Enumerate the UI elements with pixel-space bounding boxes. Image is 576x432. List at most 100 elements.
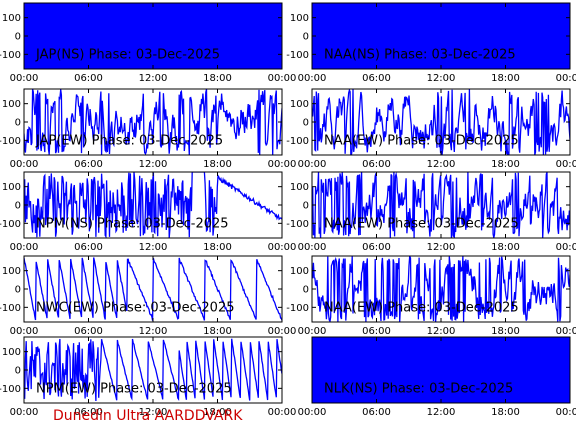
x-tick-label: 00:00: [556, 407, 576, 418]
y-tick-label: 0: [15, 366, 21, 377]
y-tick-label: 0: [303, 201, 309, 212]
x-tick-label: 12:00: [139, 159, 168, 170]
x-tick-label: 00:00: [298, 326, 327, 337]
y-tick-label: -100: [0, 136, 21, 147]
x-tick-label: 00:00: [268, 242, 297, 253]
x-tick-label: 12:00: [139, 407, 168, 418]
x-tick-label: 18:00: [203, 73, 232, 84]
x-tick-label: 00:00: [10, 73, 39, 84]
y-tick-label: -100: [0, 303, 21, 314]
phase-panel: 00:00 06:00 12:00 18:00 00:00 100 0 -100 JAP(EW)…: [0, 88, 296, 170]
x-tick-label: 00:00: [556, 242, 576, 253]
x-tick-label: 12:00: [427, 242, 456, 253]
x-tick-label: 00:00: [10, 242, 39, 253]
panel-title: NAA(EW) Phase: 03-Dec-2025: [324, 133, 519, 148]
y-tick-label: -100: [0, 50, 21, 61]
y-tick-label: 100: [290, 99, 309, 110]
y-tick-label: 0: [15, 118, 21, 129]
x-tick-label: 00:00: [556, 73, 576, 84]
x-tick-label: 06:00: [362, 407, 391, 418]
x-tick-label: 06:00: [74, 326, 103, 337]
y-tick-label: 100: [290, 266, 309, 277]
x-tick-label: 00:00: [556, 159, 576, 170]
x-tick-label: 00:00: [268, 407, 297, 418]
x-tick-label: 18:00: [491, 326, 520, 337]
y-tick-label: -100: [0, 384, 21, 395]
y-tick-label: 100: [2, 13, 21, 24]
x-tick-label: 18:00: [491, 159, 520, 170]
x-tick-label: 06:00: [74, 73, 103, 84]
phase-panel: 00:00 06:00 12:00 18:00 00:00 100 0 -100 NAA(EW)…: [286, 171, 576, 253]
y-tick-label: 100: [2, 266, 21, 277]
x-tick-label: 18:00: [491, 242, 520, 253]
y-tick-label: 0: [303, 118, 309, 129]
x-tick-label: 00:00: [10, 407, 39, 418]
x-tick-label: 06:00: [74, 159, 103, 170]
x-tick-label: 06:00: [362, 326, 391, 337]
phase-panel: 00:00 06:00 12:00 18:00 00:00 100 0 -100 JAP(NS)…: [0, 2, 297, 84]
y-tick-label: -100: [286, 303, 309, 314]
panel-title: NAA(NS) Phase: 03-Dec-2025: [324, 47, 516, 62]
y-tick-label: -100: [286, 136, 309, 147]
x-tick-label: 06:00: [362, 242, 391, 253]
phase-panel: 00:00 06:00 12:00 18:00 00:00 NLK(NS) Phase: …: [298, 336, 576, 418]
x-tick-label: 00:00: [268, 326, 297, 337]
y-tick-label: -100: [286, 50, 309, 61]
y-tick-label: 0: [15, 285, 21, 296]
phase-panel: 00:00 06:00 12:00 18:00 00:00 100 0 -100 NAA(EW)…: [286, 88, 576, 170]
y-tick-label: 100: [290, 182, 309, 193]
figure-footer: Dunedin Ultra AARDDVARK: [53, 408, 243, 424]
phase-trace: [24, 257, 282, 321]
panel-title: NAA(EW) Phase: 03-Dec-2025: [324, 300, 519, 315]
phase-trace: [312, 256, 570, 322]
y-tick-label: 0: [15, 201, 21, 212]
panel-title: NPM(NS) Phase: 03-Dec-2025: [36, 216, 229, 231]
phase-trace: [312, 3, 570, 69]
x-tick-label: 18:00: [203, 326, 232, 337]
phase-panel: 00:00 06:00 12:00 18:00 00:00 100 0 -100 NPM(EW)…: [0, 336, 297, 418]
panel-grid: 00:00 06:00 12:00 18:00 00:00 100 0 -100 JAP(NS)…: [0, 2, 576, 418]
x-tick-label: 12:00: [427, 407, 456, 418]
x-tick-label: 12:00: [139, 73, 168, 84]
phase-trace: [312, 89, 570, 155]
panel-title: NPM(EW) Phase: 03-Dec-2025: [36, 381, 232, 396]
phase-trace: [24, 3, 282, 69]
x-tick-label: 00:00: [10, 159, 39, 170]
x-tick-label: 18:00: [203, 159, 232, 170]
phase-trace: [24, 338, 282, 402]
phase-trace: [24, 89, 282, 155]
x-tick-label: 18:00: [203, 242, 232, 253]
x-tick-label: 06:00: [74, 242, 103, 253]
x-tick-label: 12:00: [139, 242, 168, 253]
x-tick-label: 18:00: [491, 407, 520, 418]
y-tick-label: 100: [2, 347, 21, 358]
x-tick-label: 00:00: [298, 159, 327, 170]
phase-trace: [312, 172, 570, 238]
y-tick-label: 0: [303, 32, 309, 43]
x-tick-label: 06:00: [362, 73, 391, 84]
x-tick-label: 06:00: [362, 159, 391, 170]
y-tick-label: 100: [2, 99, 21, 110]
y-tick-label: 0: [303, 285, 309, 296]
phase-trace: [312, 337, 570, 403]
x-tick-label: 00:00: [298, 407, 327, 418]
x-tick-label: 00:00: [298, 242, 327, 253]
x-tick-label: 18:00: [203, 407, 232, 418]
panel-title: NLK(NS) Phase: 03-Dec-2025: [324, 381, 513, 396]
y-tick-label: 100: [2, 182, 21, 193]
x-tick-label: 12:00: [427, 159, 456, 170]
x-tick-label: 00:00: [268, 73, 297, 84]
x-tick-label: 00:00: [298, 73, 327, 84]
x-tick-label: 12:00: [427, 326, 456, 337]
phase-panel: 00:00 06:00 12:00 18:00 00:00 100 0 -100 NWC(EW)…: [0, 255, 297, 337]
panel-title: JAP(EW) Phase: 03-Dec-2025: [35, 133, 223, 148]
x-tick-label: 00:00: [556, 326, 576, 337]
y-tick-label: 0: [15, 32, 21, 43]
panel-title: NAA(EW) Phase: 03-Dec-2025: [324, 216, 519, 231]
y-tick-label: -100: [286, 219, 309, 230]
x-tick-label: 00:00: [10, 326, 39, 337]
x-tick-label: 18:00: [491, 73, 520, 84]
x-tick-label: 12:00: [427, 73, 456, 84]
y-tick-label: 100: [290, 13, 309, 24]
